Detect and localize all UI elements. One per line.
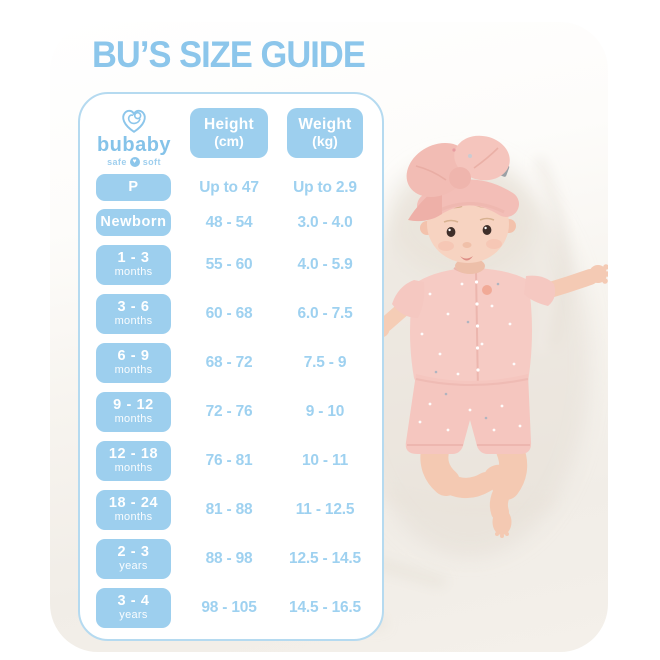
bubaby-logo: bubaby safe ♥ soft <box>86 106 182 167</box>
size-sublabel: months <box>114 364 153 377</box>
size-sublabel: months <box>114 462 153 475</box>
size-label: 2 - 3 <box>117 544 150 561</box>
size-badge: 18 - 24 months <box>96 490 171 530</box>
table-row: P Up to 47 Up to 2.9 <box>80 174 382 201</box>
baby-sleeve-right <box>524 275 556 306</box>
height-value: 88 - 98 <box>205 550 253 567</box>
size-label: 9 - 12 <box>113 397 154 414</box>
size-chart-card: bubaby safe ♥ soft Height (cm) Weight (k… <box>78 92 384 641</box>
height-value: Up to 47 <box>199 178 259 196</box>
size-label: 3 - 4 <box>117 593 150 610</box>
size-label: 6 - 9 <box>117 348 150 365</box>
table-row: 9 - 12 months 72 - 76 9 - 10 <box>80 392 382 432</box>
height-value: 72 - 76 <box>205 403 253 420</box>
baby-outfit-shorts <box>405 374 532 454</box>
height-value: 68 - 72 <box>205 354 253 371</box>
size-label: 3 - 6 <box>117 299 150 316</box>
table-row: 1 - 3 months 55 - 60 4.0 - 5.9 <box>80 245 382 285</box>
size-badge: Newborn <box>96 209 171 236</box>
tagline-safe: safe <box>107 157 127 167</box>
size-label: P <box>128 178 139 195</box>
table-row: 6 - 9 months 68 - 72 7.5 - 9 <box>80 343 382 383</box>
size-sublabel: years <box>119 609 148 622</box>
table-row: Newborn 48 - 54 3.0 - 4.0 <box>80 209 382 236</box>
weight-value: 4.0 - 5.9 <box>297 256 353 273</box>
table-row: 12 - 18 months 76 - 81 10 - 11 <box>80 441 382 481</box>
size-badge: 3 - 6 months <box>96 294 171 334</box>
size-badge: 9 - 12 months <box>96 392 171 432</box>
size-label: 1 - 3 <box>117 250 150 267</box>
table-header-row: bubaby safe ♥ soft Height (cm) Weight (k… <box>80 108 382 167</box>
weight-value: 7.5 - 9 <box>303 354 347 371</box>
brand-name: bubaby <box>96 134 172 156</box>
height-value: 98 - 105 <box>201 599 257 616</box>
size-badge: P <box>96 174 171 201</box>
size-badge: 1 - 3 months <box>96 245 171 285</box>
heart-icon: ♥ <box>129 157 140 167</box>
table-row: 18 - 24 months 81 - 88 11 - 12.5 <box>80 490 382 530</box>
height-column-header: Height (cm) <box>190 108 268 158</box>
height-value: 60 - 68 <box>205 305 253 322</box>
size-badge: 6 - 9 months <box>96 343 171 383</box>
weight-value: Up to 2.9 <box>293 178 357 196</box>
weight-value: 10 - 11 <box>301 452 348 469</box>
size-label: 12 - 18 <box>108 446 159 463</box>
size-sublabel: months <box>114 511 153 524</box>
table-row: 3 - 6 months 60 - 68 6.0 - 7.5 <box>80 294 382 334</box>
page-title: BU’S SIZE GUIDE <box>92 34 366 75</box>
size-sublabel: months <box>114 315 153 328</box>
height-value: 76 - 81 <box>205 452 253 469</box>
heart-baby-icon <box>122 109 146 133</box>
size-sublabel: months <box>114 413 153 426</box>
size-label: Newborn <box>100 213 167 230</box>
outfit-dot-pattern <box>418 282 522 432</box>
size-badge: 2 - 3 years <box>96 539 171 579</box>
weight-value: 11 - 12.5 <box>295 501 355 518</box>
size-sublabel: years <box>119 560 148 573</box>
size-badge: 12 - 18 months <box>96 441 171 481</box>
size-label: 18 - 24 <box>108 495 159 512</box>
weight-value: 3.0 - 4.0 <box>297 213 353 231</box>
size-badge: 3 - 4 years <box>96 588 171 628</box>
size-sublabel: months <box>114 266 153 279</box>
weight-value: 14.5 - 16.5 <box>289 599 361 616</box>
height-value: 48 - 54 <box>205 213 253 231</box>
tagline-soft: soft <box>142 157 161 167</box>
table-row: 2 - 3 years 88 - 98 12.5 - 14.5 <box>80 539 382 579</box>
baby-sleeve-left <box>392 280 425 318</box>
weight-value: 12.5 - 14.5 <box>289 550 361 567</box>
baby-photo-illustration <box>105 112 608 628</box>
weight-value: 9 - 10 <box>305 403 345 420</box>
baby-head <box>406 135 519 274</box>
baby-outfit-top <box>410 267 532 395</box>
table-row: 3 - 4 years 98 - 105 14.5 - 16.5 <box>80 588 382 628</box>
height-value: 81 - 88 <box>205 501 253 518</box>
brand-tagline: safe ♥ soft <box>107 157 161 167</box>
height-value: 55 - 60 <box>205 256 253 273</box>
weight-value: 6.0 - 7.5 <box>297 305 353 322</box>
weight-column-header: Weight (kg) <box>287 108 363 158</box>
